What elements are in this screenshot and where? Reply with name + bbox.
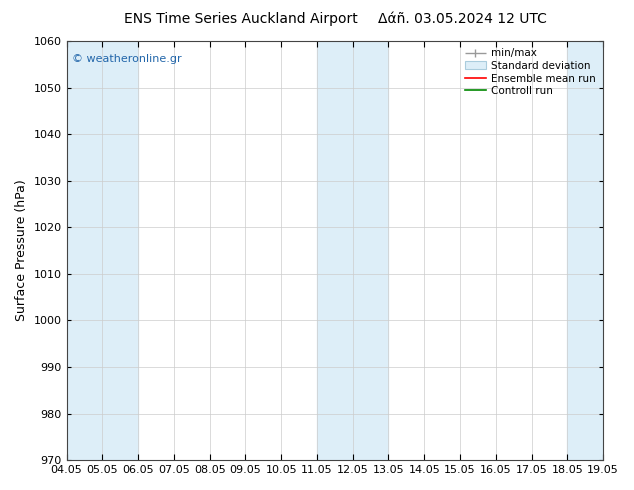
Text: Δάñ. 03.05.2024 12 UTC: Δάñ. 03.05.2024 12 UTC	[378, 12, 547, 26]
Y-axis label: Surface Pressure (hPa): Surface Pressure (hPa)	[15, 180, 28, 321]
Legend: min/max, Standard deviation, Ensemble mean run, Controll run: min/max, Standard deviation, Ensemble me…	[463, 46, 598, 98]
Text: ENS Time Series Auckland Airport: ENS Time Series Auckland Airport	[124, 12, 358, 26]
Text: © weatheronline.gr: © weatheronline.gr	[72, 53, 181, 64]
Bar	[317, 41, 389, 460]
Bar	[567, 41, 603, 460]
Bar	[67, 41, 138, 460]
